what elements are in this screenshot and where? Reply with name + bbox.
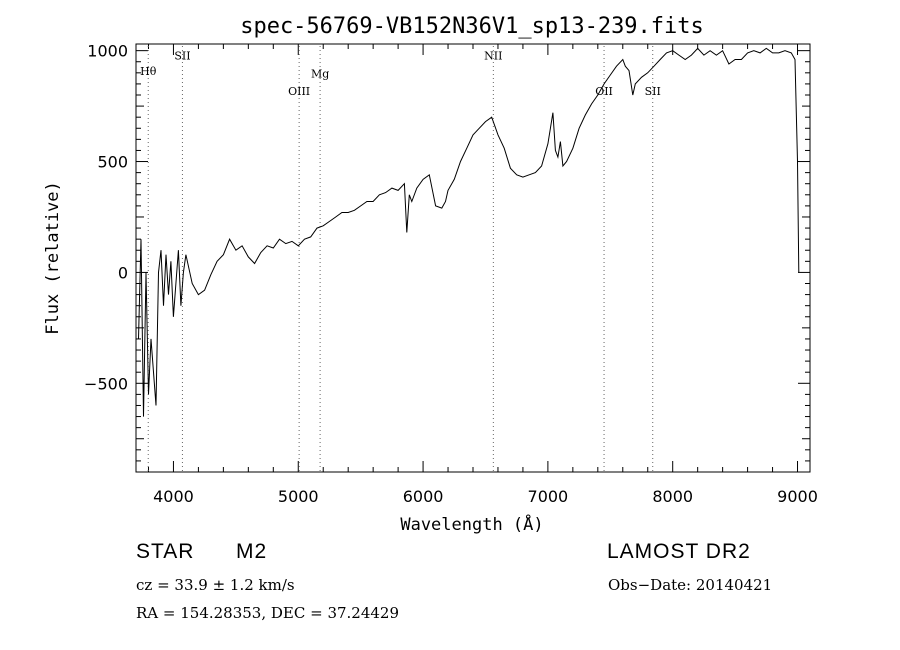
x-tick-label: 8000 [652,487,693,506]
line-marker-label: SII [174,50,190,63]
x-tick-label: 4000 [153,487,194,506]
observation-date: Obs−Date: 20140421 [608,576,773,594]
y-axis: −500 0 500 1000 [84,42,810,462]
series-layer [138,47,800,417]
object-type: STAR [136,540,195,563]
redshift-velocity: cz = 33.9 ± 1.2 km/s [136,576,295,594]
coordinates: RA = 154.28353, DEC = 37.24429 [136,604,400,622]
x-axis-label: Wavelength (Å) [400,513,543,535]
line-marker-label: OIII [288,85,310,98]
plot-frame [135,43,811,473]
x-tick-label: 6000 [403,487,444,506]
y-tick-label: 0 [118,263,128,282]
y-tick-label: 500 [97,153,128,172]
object-subclass: M2 [236,540,268,563]
x-tick-label: 5000 [278,487,319,506]
line-marker-label: Mg [311,67,329,80]
x-axis: 4000 5000 6000 7000 8000 9000 [147,44,818,506]
x-tick-label: 9000 [777,487,818,506]
survey-name: LAMOST DR2 [607,540,751,563]
chart-title: spec-56769-VB152N36V1_sp13-239.fits [240,14,704,39]
line-marker-label: OII [595,85,613,98]
y-tick-label: 1000 [87,42,128,61]
y-tick-label: −500 [84,374,128,393]
x-tick-label: 7000 [528,487,569,506]
spectrum-line [138,47,800,417]
line-marker-label: NII [484,50,502,63]
line-marker-label: Hθ [140,65,157,78]
y-axis-label: Flux (relative) [43,181,63,335]
line-marker-label: SII [645,85,661,98]
